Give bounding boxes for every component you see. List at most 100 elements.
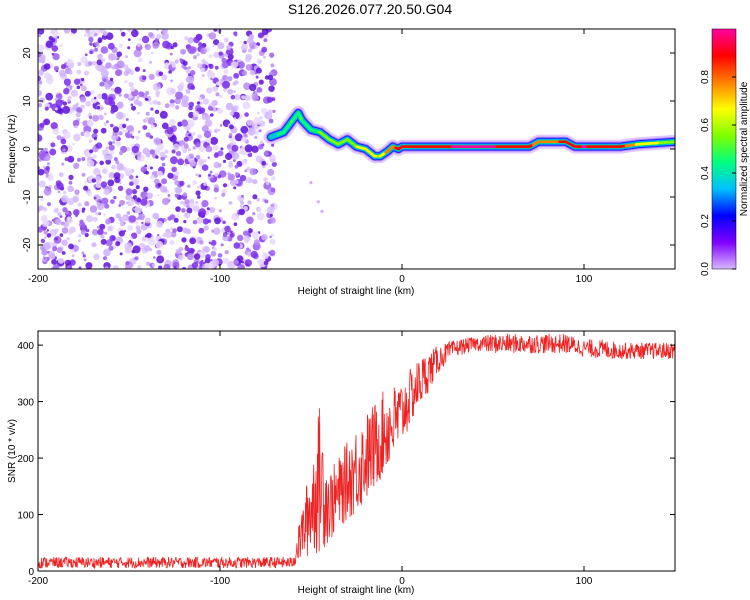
noise-speckle	[188, 148, 191, 152]
noise-speckle	[249, 69, 255, 76]
colorbar-tick-label: 0.0	[700, 262, 711, 276]
noise-speckle	[170, 99, 175, 104]
noise-speckle	[224, 250, 229, 255]
noise-speckle	[209, 239, 213, 243]
noise-speckle	[201, 43, 207, 48]
noise-speckle	[244, 259, 252, 267]
noise-speckle	[240, 200, 245, 205]
noise-speckle	[77, 62, 82, 66]
noise-speckle	[38, 75, 41, 82]
noise-speckle	[189, 46, 197, 54]
noise-speckle	[43, 72, 51, 79]
noise-speckle	[170, 88, 176, 94]
noise-speckle	[263, 55, 266, 59]
noise-speckle	[127, 46, 131, 50]
noise-speckle	[109, 149, 115, 155]
noise-speckle	[93, 128, 99, 134]
noise-speckle	[240, 125, 249, 134]
noise-speckle	[138, 213, 146, 221]
noise-speckle	[222, 232, 228, 238]
noise-speckle	[60, 64, 67, 70]
noise-speckle	[241, 136, 248, 143]
noise-speckle	[214, 172, 219, 177]
colorbar-bar	[711, 28, 737, 270]
noise-speckle	[252, 194, 258, 200]
noise-speckle	[105, 158, 112, 165]
noise-speckle	[86, 190, 93, 197]
noise-speckle	[60, 221, 65, 226]
noise-speckle	[213, 247, 218, 252]
noise-speckle	[114, 92, 118, 96]
noise-speckle	[210, 113, 214, 117]
noise-speckle	[253, 117, 261, 125]
noise-speckle	[61, 239, 68, 246]
noise-speckle	[149, 174, 155, 180]
noise-speckle	[174, 193, 179, 198]
noise-speckle	[215, 92, 220, 97]
noise-speckle	[51, 45, 59, 52]
noise-speckle	[130, 236, 133, 239]
noise-speckle	[250, 250, 258, 258]
noise-speckle	[131, 145, 139, 154]
noise-speckle	[60, 138, 67, 145]
noise-speckle	[138, 151, 142, 156]
noise-speckle	[76, 85, 81, 90]
noise-speckle	[122, 123, 127, 129]
noise-speckle	[215, 81, 221, 86]
noise-speckle	[249, 83, 257, 92]
spectrogram-xtick-label: 0	[399, 274, 405, 285]
noise-speckle	[40, 58, 46, 64]
spectrogram-xlabel: Height of straight line (km)	[298, 286, 415, 297]
noise-speckle	[52, 30, 59, 38]
colorbar-tick-label: 0.6	[700, 118, 711, 132]
noise-speckle	[177, 84, 184, 92]
noise-speckle	[140, 166, 147, 173]
noise-speckle	[104, 203, 110, 209]
noise-speckle	[263, 38, 268, 43]
noise-speckle	[82, 121, 87, 126]
noise-speckle	[212, 45, 215, 48]
noise-speckle	[131, 105, 136, 111]
noise-speckle	[233, 117, 237, 121]
noise-speckle	[234, 33, 238, 37]
noise-speckle	[232, 159, 236, 162]
noise-speckle	[137, 57, 143, 63]
noise-speckle	[38, 180, 46, 188]
noise-speckle	[61, 227, 69, 234]
noise-speckle	[202, 98, 210, 105]
noise-speckle	[105, 239, 113, 247]
noise-speckle	[156, 249, 162, 255]
noise-speckle	[199, 101, 203, 105]
noise-speckle	[152, 212, 160, 220]
noise-speckle	[150, 166, 153, 170]
noise-speckle	[188, 133, 192, 137]
noise-speckle	[269, 214, 273, 217]
colorbar-tick-label: 0.8	[700, 70, 711, 84]
noise-speckle	[137, 265, 142, 269]
noise-speckle	[52, 264, 60, 269]
noise-speckle	[103, 248, 111, 257]
noise-speckle	[254, 136, 258, 139]
noise-speckle	[53, 65, 60, 72]
noise-speckle	[171, 166, 178, 173]
noise-speckle	[181, 95, 189, 103]
noise-speckle	[163, 263, 171, 269]
noise-speckle	[170, 46, 174, 50]
noise-speckle	[219, 94, 223, 99]
noise-speckle	[131, 188, 138, 195]
noise-speckle	[148, 248, 153, 252]
noise-speckle	[85, 101, 91, 107]
spectrogram-ytick-label: 10	[22, 95, 33, 107]
noise-speckle	[38, 168, 45, 176]
noise-speckle	[115, 241, 121, 247]
noise-speckle	[131, 135, 135, 139]
noise-speckle	[115, 213, 122, 219]
noise-speckle	[48, 36, 53, 41]
noise-speckle	[61, 195, 69, 203]
noise-speckle	[255, 75, 259, 79]
noise-speckle	[118, 181, 122, 185]
noise-speckle	[240, 205, 243, 208]
noise-speckle	[240, 43, 248, 51]
noise-speckle	[222, 159, 227, 163]
noise-speckle	[241, 95, 246, 100]
